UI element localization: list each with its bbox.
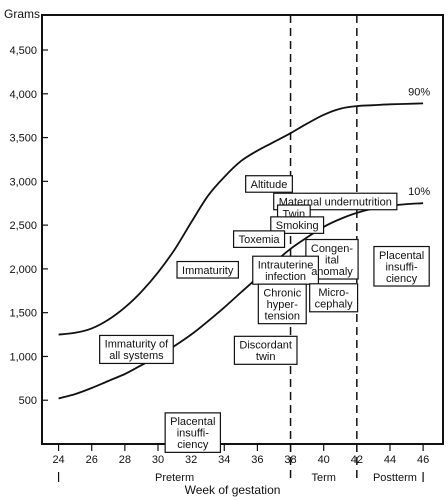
annotation-box [270,216,325,234]
annotation-rect [252,255,320,285]
x-tick-label: 24 [52,454,64,466]
annotation-text: ciency [386,273,418,285]
y-tick-label: 2,500 [9,220,37,232]
annotation-rect [309,283,359,313]
plot-frame [41,14,444,445]
annotation-text: Smoking [276,220,319,232]
annotation-text: all systems [109,350,164,362]
annotation-rect [176,260,239,279]
x-tick-label: 40 [318,454,330,466]
annotation-text: twin [256,351,276,363]
period-label: Postterm [373,472,417,484]
x-tick-label: 32 [185,454,197,466]
annotation-box [309,283,359,313]
x-tick-label: 26 [86,454,98,466]
x-axis-title: Week of gestation [185,483,281,497]
annotation-text: infection [265,271,306,283]
annotation-rect [164,412,222,453]
annotation-text: Placental [379,250,424,262]
annotation-rect [270,216,325,234]
annotation-box [252,255,320,285]
percentile-curve-10pct [58,202,424,400]
annotation-text: Micro- [318,287,349,299]
percentile-curve-90pct [58,102,424,336]
y-tick-label: 1,500 [9,308,37,320]
annotation-rect [99,334,174,365]
annotation-text: tension [265,310,300,322]
annotation-rect [373,245,430,287]
annotation-box [245,175,293,193]
y-tick-label: 4,500 [9,45,37,57]
annotation-text: anomaly [311,266,353,278]
x-tick-label: 28 [119,454,131,466]
period-label: Term [311,472,335,484]
annotation-box [99,334,174,365]
annotation-rect [257,283,307,325]
x-tick-label: 36 [251,454,263,466]
y-tick-label: 1,000 [9,351,37,363]
x-tick-label: 38 [284,454,296,466]
y-axis-title: Grams [4,7,40,21]
annotation-text: hyper- [267,299,299,311]
annotation-box [373,245,430,287]
annotation-box [232,230,286,248]
annotation-text: Altitude [251,179,288,191]
x-tick-label: 46 [417,454,429,466]
x-tick-label: 30 [152,454,164,466]
annotation-rect [233,335,298,365]
y-tick-label: 2,000 [9,264,37,276]
annotation-text: ital [325,254,339,266]
annotation-text: Immaturity [182,265,234,277]
annotation-box [257,283,307,325]
annotation-text: Twin [283,208,306,220]
series-label: 90% [408,86,430,98]
x-tick-label: 34 [218,454,230,466]
y-tick-label: 4,000 [9,89,37,101]
x-tick-label: 42 [351,454,363,466]
annotation-text: Maternal undernutrition [279,196,392,208]
y-tick-label: 500 [19,395,37,407]
x-tick-label: 44 [384,454,396,466]
y-tick-label: 3,500 [9,133,37,145]
annotation-box [176,260,239,279]
y-tick-label: 3,000 [9,176,37,188]
annotation-text: Intrauterine [258,259,314,271]
annotation-text: Immaturity of [105,339,170,351]
annotation-text: Toxemia [239,234,281,246]
annotation-text: Congen- [311,243,354,255]
annotation-text: Chronic [263,287,301,299]
annotation-text: insuffi- [177,428,210,440]
annotation-text: Placental [170,416,215,428]
annotation-text: cephaly [315,299,353,311]
annotation-text: ciency [177,439,209,451]
annotation-rect [232,230,286,248]
annotation-text: insuffi- [385,261,418,273]
annotation-box [164,412,222,453]
period-label: Preterm [155,472,194,484]
annotation-rect [245,175,293,193]
series-label: 10% [408,186,430,198]
annotation-text: Discordant [239,340,292,352]
annotation-box [233,335,298,365]
